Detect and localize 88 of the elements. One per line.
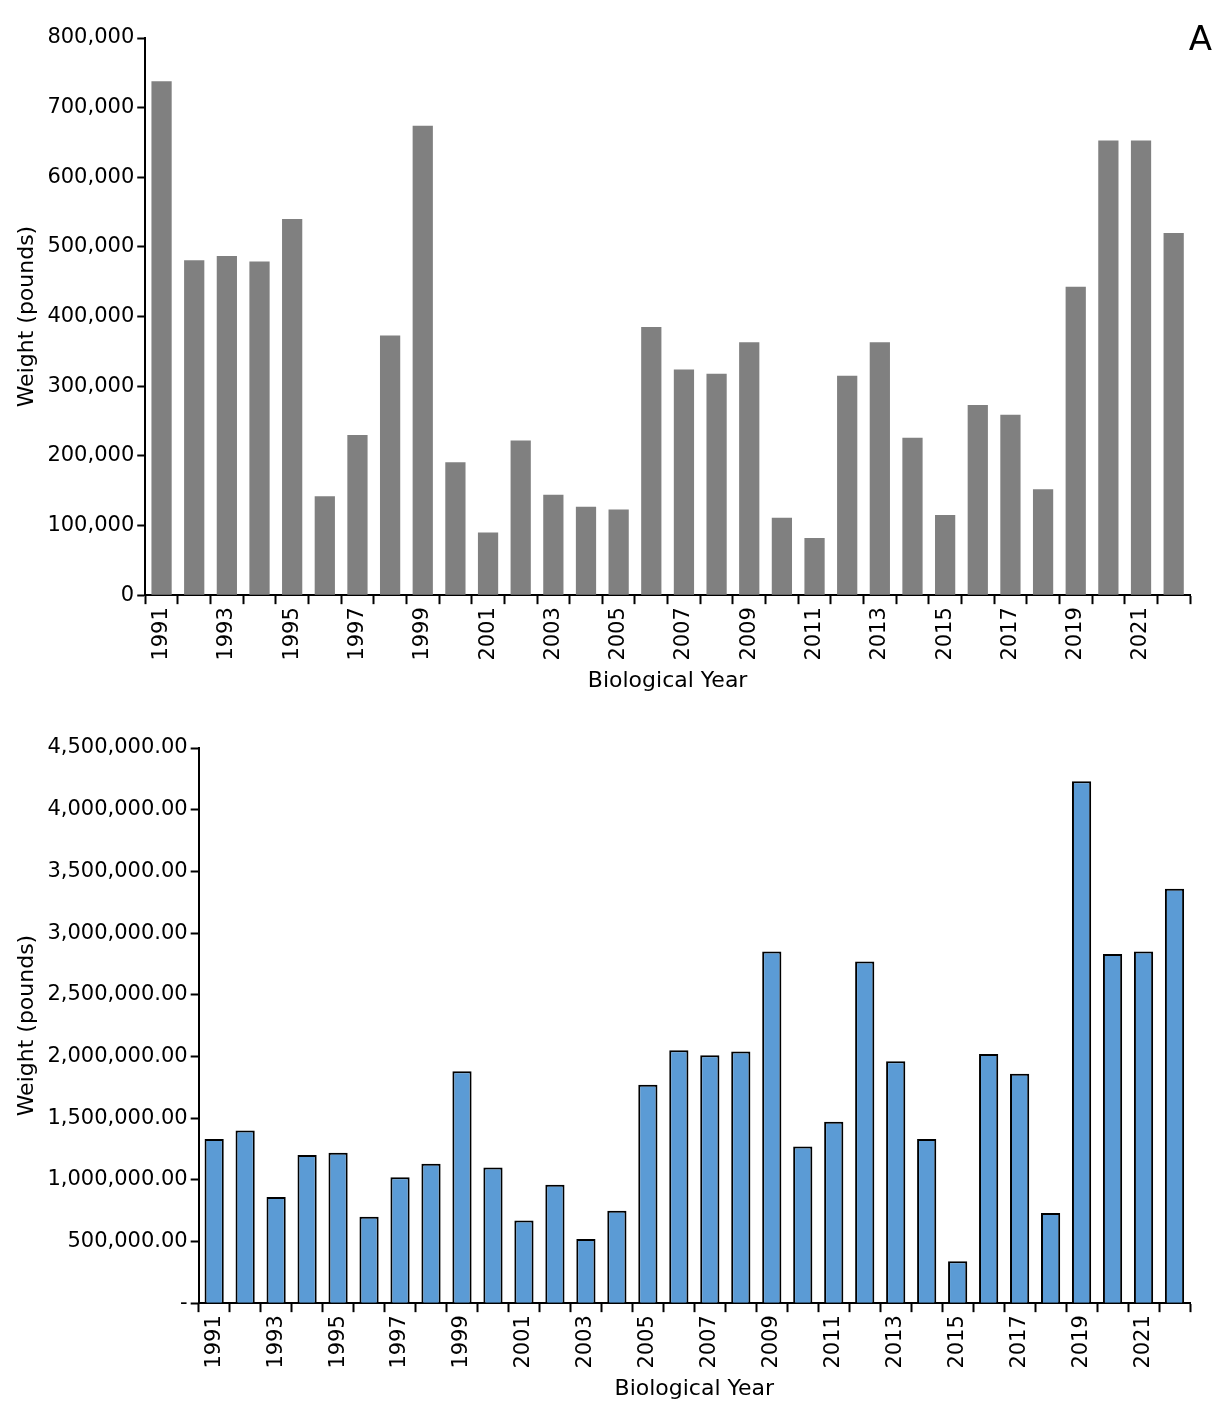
bar [510,440,531,595]
bar [706,373,727,595]
x-tick-label: 1995 [278,607,303,661]
bar [608,509,629,595]
bar [543,494,564,595]
bar [1163,233,1184,595]
y-tick-label: 800,000 [47,24,135,49]
x-tick-label: 2015 [944,1315,969,1369]
bar [249,261,270,595]
x-tick-label: 2009 [758,1315,783,1369]
x-tick-label: 2011 [820,1315,845,1369]
x-tick-label: 2007 [696,1315,721,1369]
x-tick-label: 2003 [539,607,564,661]
bar [967,405,988,595]
y-tick-label: 200,000 [47,442,135,467]
x-tick-label: 1999 [448,1315,473,1369]
y-tick-label: 0 [120,581,135,606]
y-tick-label: 3,500,000.00 [47,857,188,882]
x-tick-label: 2005 [634,1315,659,1369]
annotation: A [1188,17,1212,58]
y-axis-title: Weight (pounds) [12,934,38,1117]
x-tick-label: 2019 [1062,607,1087,661]
x-tick-label: 2015 [931,607,956,661]
x-tick-label: 2009 [735,607,760,661]
x-tick-label: 2017 [996,607,1021,661]
y-tick-label: 2,000,000.00 [47,1042,188,1067]
y-tick-label: 4,500,000.00 [47,734,188,759]
bar [347,434,368,595]
x-tick-label: 1991 [200,1315,225,1369]
bar [379,335,401,595]
bar [216,255,237,595]
bar [1098,140,1119,595]
x-tick-label: 2001 [474,607,499,661]
y-tick-label: 700,000 [47,94,135,119]
y-tick-label: 3,000,000.00 [47,919,188,944]
bar [739,342,760,595]
x-axis-title: Biological Year [587,666,749,692]
y-tick-label: 600,000 [47,163,135,188]
x-tick-label: 2011 [800,607,825,661]
bar [282,219,303,595]
y-tick-label: 2,500,000.00 [47,981,188,1006]
x-tick-label: 2001 [510,1315,535,1369]
y-tick-label: - [180,1289,188,1314]
x-tick-label: 1999 [409,607,434,661]
bar [412,125,433,595]
y-tick-label: 500,000 [47,233,135,258]
x-axis-title: Biological Year [614,1374,776,1400]
x-tick-label: 2019 [1068,1315,1093,1369]
x-tick-label: 1995 [324,1315,349,1369]
bar [314,496,335,595]
bar [804,538,825,595]
bar [641,327,662,595]
bar [1065,286,1086,595]
bar [477,532,499,595]
bar [673,369,695,595]
x-tick-label: 1991 [148,607,173,661]
x-tick-label: 2007 [670,607,695,661]
bar [935,515,956,595]
bar [1032,489,1054,595]
y-tick-label: 100,000 [47,511,135,536]
x-tick-label: 2021 [1127,607,1152,661]
y-tick-label: 500,000.00 [67,1227,188,1252]
x-tick-label: 1993 [213,607,238,661]
bar [184,260,205,595]
bar [869,342,890,595]
x-tick-label: 2021 [1129,1315,1154,1369]
bar [837,375,858,595]
bar [445,462,466,595]
bar [771,517,793,595]
y-tick-label: 300,000 [47,372,135,397]
x-tick-label: 2017 [1006,1315,1031,1369]
y-tick-label: 1,000,000.00 [47,1166,188,1191]
x-tick-label: 2003 [572,1315,597,1369]
bar [575,506,597,595]
y-tick-label: 1,500,000.00 [47,1104,188,1129]
x-tick-label: 1993 [262,1315,287,1369]
x-tick-label: 2005 [605,607,630,661]
bar [151,81,172,595]
y-axis-title: Weight (pounds) [12,225,38,408]
y-tick-label: 400,000 [47,303,135,328]
y-tick-label: 4,000,000.00 [47,796,188,821]
bar [902,437,923,595]
x-tick-label: 2013 [882,1315,907,1369]
x-tick-label: 1997 [386,1315,411,1369]
x-tick-label: 2013 [866,607,891,661]
bar [1000,414,1021,595]
x-tick-label: 1997 [343,607,368,661]
bar [1130,140,1152,595]
